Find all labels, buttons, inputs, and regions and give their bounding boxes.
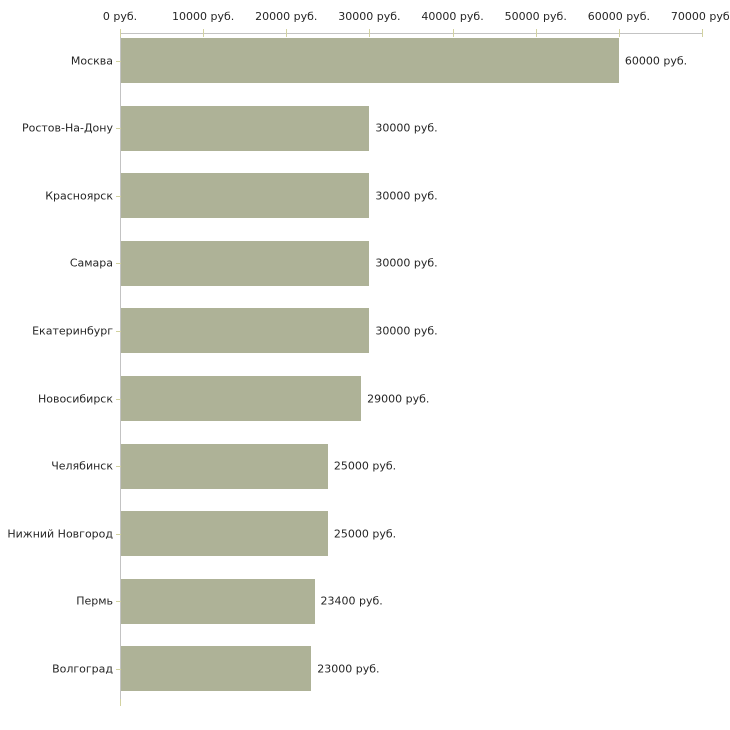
category-label: Ростов-На-Дону bbox=[21, 121, 113, 135]
category-tick-mark bbox=[116, 669, 125, 670]
category-label: Новосибирск bbox=[37, 392, 113, 405]
value-label: 25000 руб. bbox=[333, 527, 397, 541]
category-tick-mark bbox=[116, 601, 125, 602]
x-axis-tick-mark bbox=[203, 29, 205, 37]
bar bbox=[121, 105, 370, 151]
category-tick-mark bbox=[116, 331, 125, 332]
value-label: 25000 руб. bbox=[333, 459, 397, 473]
y-axis-line bbox=[120, 33, 121, 705]
x-axis-tick-mark bbox=[702, 29, 703, 37]
category-label: Челябинск bbox=[51, 459, 113, 473]
category-label: Пермь bbox=[76, 594, 113, 608]
category-label: Екатеринбург bbox=[32, 324, 113, 338]
value-label: 23400 руб. bbox=[320, 594, 383, 608]
bar bbox=[121, 38, 619, 83]
x-axis-tick-label: 30000 руб. bbox=[338, 10, 401, 23]
y-axis-end-tick bbox=[120, 699, 121, 706]
x-axis-tick-mark bbox=[535, 29, 537, 37]
category-tick-mark bbox=[116, 196, 125, 197]
category-label: Волгоград bbox=[52, 662, 113, 676]
x-axis-tick-label: 60000 руб. bbox=[587, 10, 650, 23]
x-axis-tick-mark bbox=[120, 29, 121, 37]
value-label: 60000 руб. bbox=[624, 54, 688, 67]
x-axis-tick-mark bbox=[369, 29, 371, 37]
category-label: Нижний Новгород bbox=[7, 527, 113, 541]
x-axis-tick-mark bbox=[452, 29, 454, 37]
value-label: 30000 руб. bbox=[375, 121, 438, 135]
x-axis-tick-label: 50000 руб. bbox=[504, 10, 567, 23]
category-label: Самара bbox=[69, 256, 113, 270]
category-tick-mark bbox=[116, 534, 125, 535]
bar bbox=[121, 173, 370, 219]
category-tick-mark bbox=[116, 399, 125, 400]
x-axis-tick-label: 70000 руб. bbox=[670, 10, 730, 23]
bar bbox=[121, 443, 328, 489]
bar bbox=[121, 646, 312, 692]
value-label: 30000 руб. bbox=[375, 189, 438, 203]
bar bbox=[121, 240, 370, 286]
category-tick-mark bbox=[116, 61, 125, 62]
x-axis-line bbox=[120, 33, 702, 34]
category-tick-mark bbox=[116, 466, 125, 467]
x-axis-tick-label: 0 руб. bbox=[102, 10, 138, 23]
category-label: Москва bbox=[70, 54, 113, 67]
x-axis-tick-label: 20000 руб. bbox=[255, 10, 318, 23]
x-axis-tick-mark bbox=[286, 29, 288, 37]
value-label: 29000 руб. bbox=[367, 392, 430, 405]
bar bbox=[121, 308, 370, 354]
value-label: 30000 руб. bbox=[375, 256, 438, 270]
bar bbox=[121, 511, 328, 557]
category-tick-mark bbox=[116, 263, 125, 264]
x-axis-tick-label: 10000 руб. bbox=[172, 10, 235, 23]
x-axis-tick-label: 40000 руб. bbox=[421, 10, 484, 23]
x-axis-tick-mark bbox=[618, 29, 620, 37]
bar bbox=[121, 578, 315, 624]
category-tick-mark bbox=[116, 128, 125, 129]
bar bbox=[121, 376, 362, 421]
value-label: 30000 руб. bbox=[375, 324, 438, 338]
value-label: 23000 руб. bbox=[317, 662, 380, 676]
category-label: Красноярск bbox=[45, 189, 113, 203]
